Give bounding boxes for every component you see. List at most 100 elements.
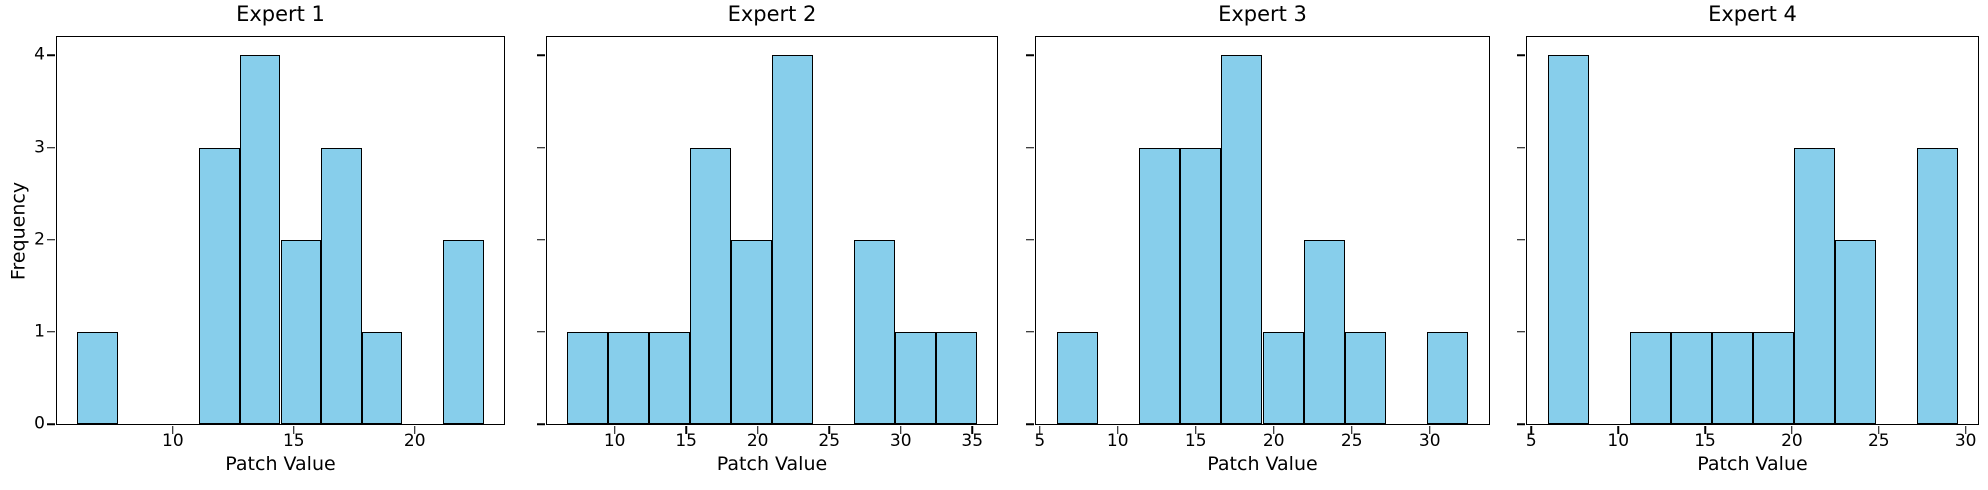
y-tick-mark: [47, 146, 55, 149]
y-tick-mark: [1517, 146, 1525, 149]
x-tick-mark: [1791, 426, 1793, 434]
x-tick-mark: [828, 426, 830, 434]
histogram-bar: [1629, 331, 1671, 424]
x-axis-label: Patch Value: [1697, 453, 1808, 475]
histogram-bar: [772, 55, 813, 424]
y-tick-mark: [47, 54, 55, 57]
plot-area-expert-1: Expert 1 Patch Value Frequency 10 15 20 0 1 2…: [8, 2, 505, 474]
histogram-bar: [1180, 147, 1222, 424]
y-tick-mark: [537, 423, 545, 425]
histogram-bar: [1303, 239, 1345, 424]
y-tick-label: 4: [34, 45, 45, 66]
subplot-title: Expert 2: [727, 2, 817, 26]
histogram-bar: [649, 331, 691, 424]
x-tick-mark: [756, 426, 759, 434]
histogram-bar: [1752, 331, 1794, 424]
y-tick-mark: [1517, 423, 1525, 425]
x-tick-mark: [613, 426, 616, 434]
x-tick-mark: [1038, 426, 1041, 434]
histogram-bar: [1916, 147, 1958, 424]
y-tick-mark: [1026, 146, 1034, 149]
x-tick-label: 10: [603, 431, 626, 451]
x-axis-label: Patch Value: [1207, 453, 1318, 475]
x-tick-label: 10: [1607, 431, 1630, 451]
histogram-bar: [1138, 147, 1181, 424]
x-tick-label: 20: [403, 431, 426, 451]
histogram-bar: [731, 239, 772, 424]
plot-area-expert-2: Expert 2 Patch Value 10 15 20 25 30 35: [537, 2, 998, 474]
x-tick-label: 30: [1418, 431, 1441, 451]
histogram-bar: [1711, 331, 1753, 424]
y-tick-mark: [1026, 423, 1034, 425]
x-tick-mark: [1194, 426, 1197, 434]
histogram-bar: [567, 331, 609, 424]
x-tick-label: 15: [1184, 431, 1207, 451]
histogram-bar: [894, 331, 936, 424]
x-tick-label: 35: [961, 431, 984, 451]
x-tick-mark: [1350, 426, 1353, 434]
histogram-bar: [1262, 331, 1304, 424]
y-tick-mark: [47, 331, 55, 333]
x-tick-mark: [971, 426, 973, 434]
x-axis-label: Patch Value: [716, 453, 828, 475]
x-tick-label: 15: [282, 431, 305, 451]
x-tick-label: 20: [1262, 431, 1285, 451]
histogram-bar: [1427, 331, 1469, 424]
y-tick-mark: [537, 331, 545, 333]
y-tick-mark: [47, 238, 55, 241]
histogram-bar: [280, 239, 322, 424]
x-tick-label: 20: [1781, 431, 1803, 451]
y-tick-mark: [537, 146, 545, 149]
x-tick-label: 5: [1525, 431, 1537, 451]
histogram-bar: [1056, 331, 1098, 424]
y-tick-mark: [1026, 331, 1034, 333]
histogram-bar: [239, 55, 281, 424]
x-tick-label: 25: [818, 431, 841, 451]
x-tick-label: 25: [1340, 431, 1363, 451]
y-tick-label: 1: [34, 321, 45, 342]
x-tick-mark: [1704, 426, 1706, 434]
x-tick-mark: [1878, 426, 1880, 434]
x-axis-label: Patch Value: [225, 453, 336, 475]
y-tick-mark: [1517, 54, 1525, 57]
plot-area-expert-3: Expert 3 Patch Value 5 10 15 20 25 30: [1026, 2, 1490, 474]
x-tick-mark: [1272, 426, 1275, 434]
x-tick-mark: [1428, 426, 1431, 434]
histogram-bar: [935, 331, 977, 424]
histogram-bar: [1834, 239, 1876, 424]
x-tick-label: 30: [1954, 431, 1977, 451]
x-tick-mark: [899, 426, 902, 434]
x-tick-mark: [1617, 426, 1619, 434]
x-tick-mark: [413, 426, 416, 434]
x-tick-label: 10: [162, 431, 184, 451]
subplot-title: Expert 4: [1708, 2, 1797, 26]
histogram-bar: [77, 331, 118, 424]
histogram-bar: [853, 239, 895, 424]
x-tick-label: 20: [746, 431, 769, 451]
x-tick-label: 10: [1106, 431, 1129, 451]
x-tick-label: 25: [1867, 431, 1890, 451]
histogram-bar: [1793, 147, 1835, 424]
histogram-bar: [361, 331, 403, 424]
x-tick-label: 15: [675, 431, 697, 451]
histogram-bar: [1547, 55, 1589, 424]
y-tick-mark: [1517, 238, 1525, 241]
x-tick-mark: [1964, 426, 1967, 434]
y-tick-mark: [1517, 331, 1525, 333]
histogram-bar: [443, 239, 484, 424]
x-tick-mark: [1116, 426, 1119, 434]
subplot-title: Expert 1: [236, 2, 325, 26]
y-axis-label: Frequency: [7, 181, 30, 280]
histogram-bar: [1670, 331, 1712, 424]
x-tick-label: 15: [1694, 431, 1716, 451]
y-tick-mark: [47, 423, 55, 425]
x-tick-mark: [685, 426, 687, 434]
histogram-bar: [608, 331, 650, 424]
y-tick-label: 3: [34, 137, 45, 158]
histogram-bar: [1344, 331, 1387, 424]
y-tick-mark: [1026, 238, 1034, 241]
x-tick-mark: [172, 426, 174, 434]
histogram-bar: [321, 147, 362, 424]
y-tick-mark: [537, 54, 545, 57]
y-tick-mark: [537, 238, 545, 241]
